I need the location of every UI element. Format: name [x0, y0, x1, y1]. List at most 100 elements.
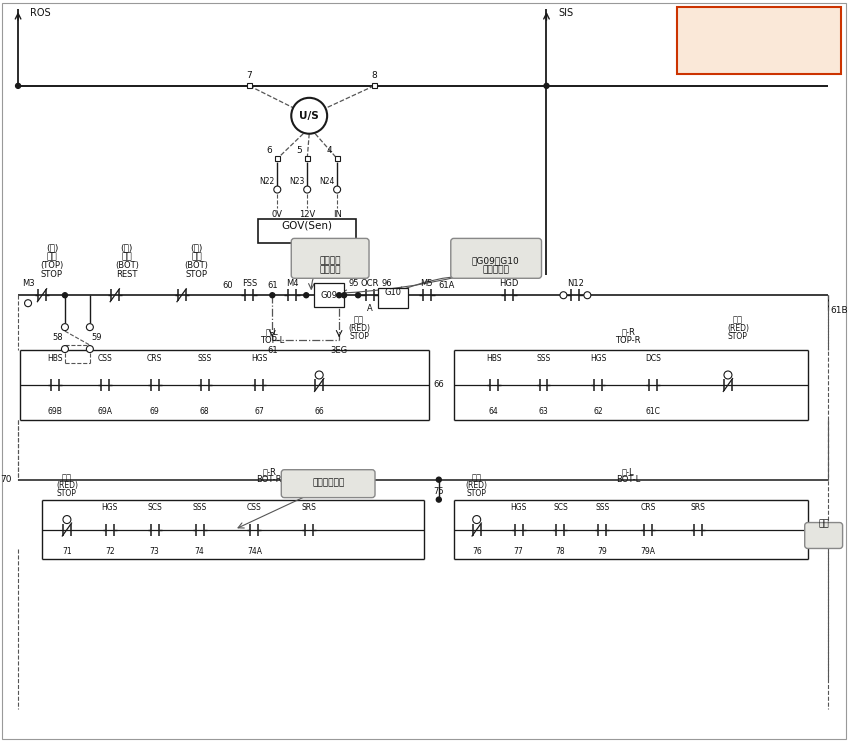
Text: 61C: 61C	[646, 407, 660, 416]
Circle shape	[436, 477, 441, 482]
Text: N22: N22	[259, 177, 275, 186]
Text: 4: 4	[326, 146, 332, 155]
Text: 66: 66	[314, 407, 324, 416]
Text: 停止: 停止	[354, 315, 364, 325]
Text: 64: 64	[489, 407, 499, 416]
Text: SSS: SSS	[595, 503, 609, 512]
Text: 72: 72	[105, 547, 115, 556]
Circle shape	[274, 186, 280, 193]
Text: 6: 6	[266, 146, 272, 155]
Text: ROS: ROS	[30, 8, 51, 18]
Text: SSS: SSS	[536, 353, 551, 363]
Text: G09: G09	[320, 291, 337, 300]
Text: A: A	[367, 303, 373, 312]
FancyBboxPatch shape	[677, 7, 841, 74]
Text: (BOT): (BOT)	[184, 261, 208, 270]
Text: U/S: U/S	[299, 111, 319, 121]
Text: STOP: STOP	[467, 489, 487, 498]
Circle shape	[269, 293, 275, 298]
Text: 启动: 启动	[122, 252, 132, 261]
Text: CRS: CRS	[147, 353, 162, 363]
Text: SSS: SSS	[192, 503, 207, 512]
Text: 69A: 69A	[97, 407, 112, 416]
Text: 74A: 74A	[246, 547, 262, 556]
Text: (TOP): (TOP)	[40, 261, 64, 270]
Circle shape	[61, 346, 69, 352]
Text: STOP: STOP	[41, 270, 63, 279]
Text: (BOT): (BOT)	[115, 261, 139, 270]
Text: 95: 95	[348, 279, 360, 288]
Text: 58: 58	[53, 332, 63, 341]
Text: HBS: HBS	[486, 353, 501, 363]
Text: 3EG: 3EG	[331, 346, 348, 355]
Circle shape	[544, 83, 549, 88]
Text: STOP: STOP	[349, 332, 369, 341]
Text: 69: 69	[150, 407, 160, 416]
Text: (下): (下)	[121, 243, 133, 252]
Circle shape	[15, 83, 20, 88]
Text: 61: 61	[267, 346, 278, 355]
Text: GOV(Sen): GOV(Sen)	[281, 220, 332, 231]
Text: OCR: OCR	[361, 279, 379, 288]
Text: 96: 96	[382, 279, 393, 288]
Text: (RED): (RED)	[348, 324, 370, 332]
Text: TOP-L: TOP-L	[260, 335, 285, 344]
Text: 71: 71	[62, 547, 71, 556]
Text: N24: N24	[319, 177, 334, 186]
Text: SRS: SRS	[302, 503, 317, 512]
Text: HGS: HGS	[590, 353, 607, 363]
Circle shape	[584, 292, 591, 299]
Text: 停止: 停止	[47, 252, 57, 261]
Text: (下): (下)	[190, 243, 203, 252]
Text: 74: 74	[195, 547, 204, 556]
Text: FSS: FSS	[241, 279, 257, 288]
Text: SCS: SCS	[553, 503, 568, 512]
Text: 12V: 12V	[299, 210, 315, 219]
Circle shape	[436, 497, 441, 502]
Text: 7: 7	[246, 71, 252, 80]
Text: 79: 79	[598, 547, 607, 556]
FancyBboxPatch shape	[281, 470, 375, 498]
Text: REST: REST	[116, 270, 138, 279]
Text: 68: 68	[200, 407, 209, 416]
Circle shape	[334, 186, 341, 193]
Text: (RED): (RED)	[727, 324, 749, 332]
Text: 0V: 0V	[272, 210, 283, 219]
Text: 停止: 停止	[733, 315, 743, 325]
Text: IN: IN	[332, 210, 342, 219]
Circle shape	[61, 324, 69, 331]
Text: 78: 78	[556, 547, 565, 556]
Text: 线号: 线号	[819, 519, 829, 528]
Text: 79A: 79A	[641, 547, 655, 556]
Circle shape	[63, 516, 71, 524]
Circle shape	[355, 293, 360, 298]
Text: 上-R: 上-R	[621, 328, 635, 337]
Text: DCS: DCS	[645, 353, 661, 363]
Text: 时此处短接: 时此处短接	[482, 266, 509, 275]
Text: M3: M3	[22, 279, 34, 288]
Text: STOP: STOP	[728, 332, 748, 341]
Text: G10: G10	[384, 288, 401, 297]
Circle shape	[473, 516, 481, 524]
Text: 75: 75	[434, 487, 445, 496]
Text: CSS: CSS	[247, 503, 262, 512]
Text: 维库一下: 维库一下	[743, 39, 773, 53]
Text: 停止: 停止	[62, 473, 72, 482]
Text: (RED): (RED)	[466, 481, 488, 490]
Text: SRS: SRS	[690, 503, 706, 512]
FancyBboxPatch shape	[805, 522, 842, 548]
Text: HGS: HGS	[510, 503, 527, 512]
Text: 停止: 停止	[191, 252, 202, 261]
Text: HGD: HGD	[499, 279, 518, 288]
Text: 60: 60	[222, 280, 233, 290]
Text: N23: N23	[289, 177, 304, 186]
Text: SIS: SIS	[558, 8, 574, 18]
Text: SCS: SCS	[147, 503, 162, 512]
Text: 下-R: 下-R	[263, 467, 276, 476]
Text: M4: M4	[286, 279, 298, 288]
Text: CSS: CSS	[98, 353, 112, 363]
Text: 67: 67	[254, 407, 264, 416]
Circle shape	[337, 293, 342, 298]
Bar	[275, 156, 280, 161]
Text: 停止: 停止	[472, 473, 482, 482]
